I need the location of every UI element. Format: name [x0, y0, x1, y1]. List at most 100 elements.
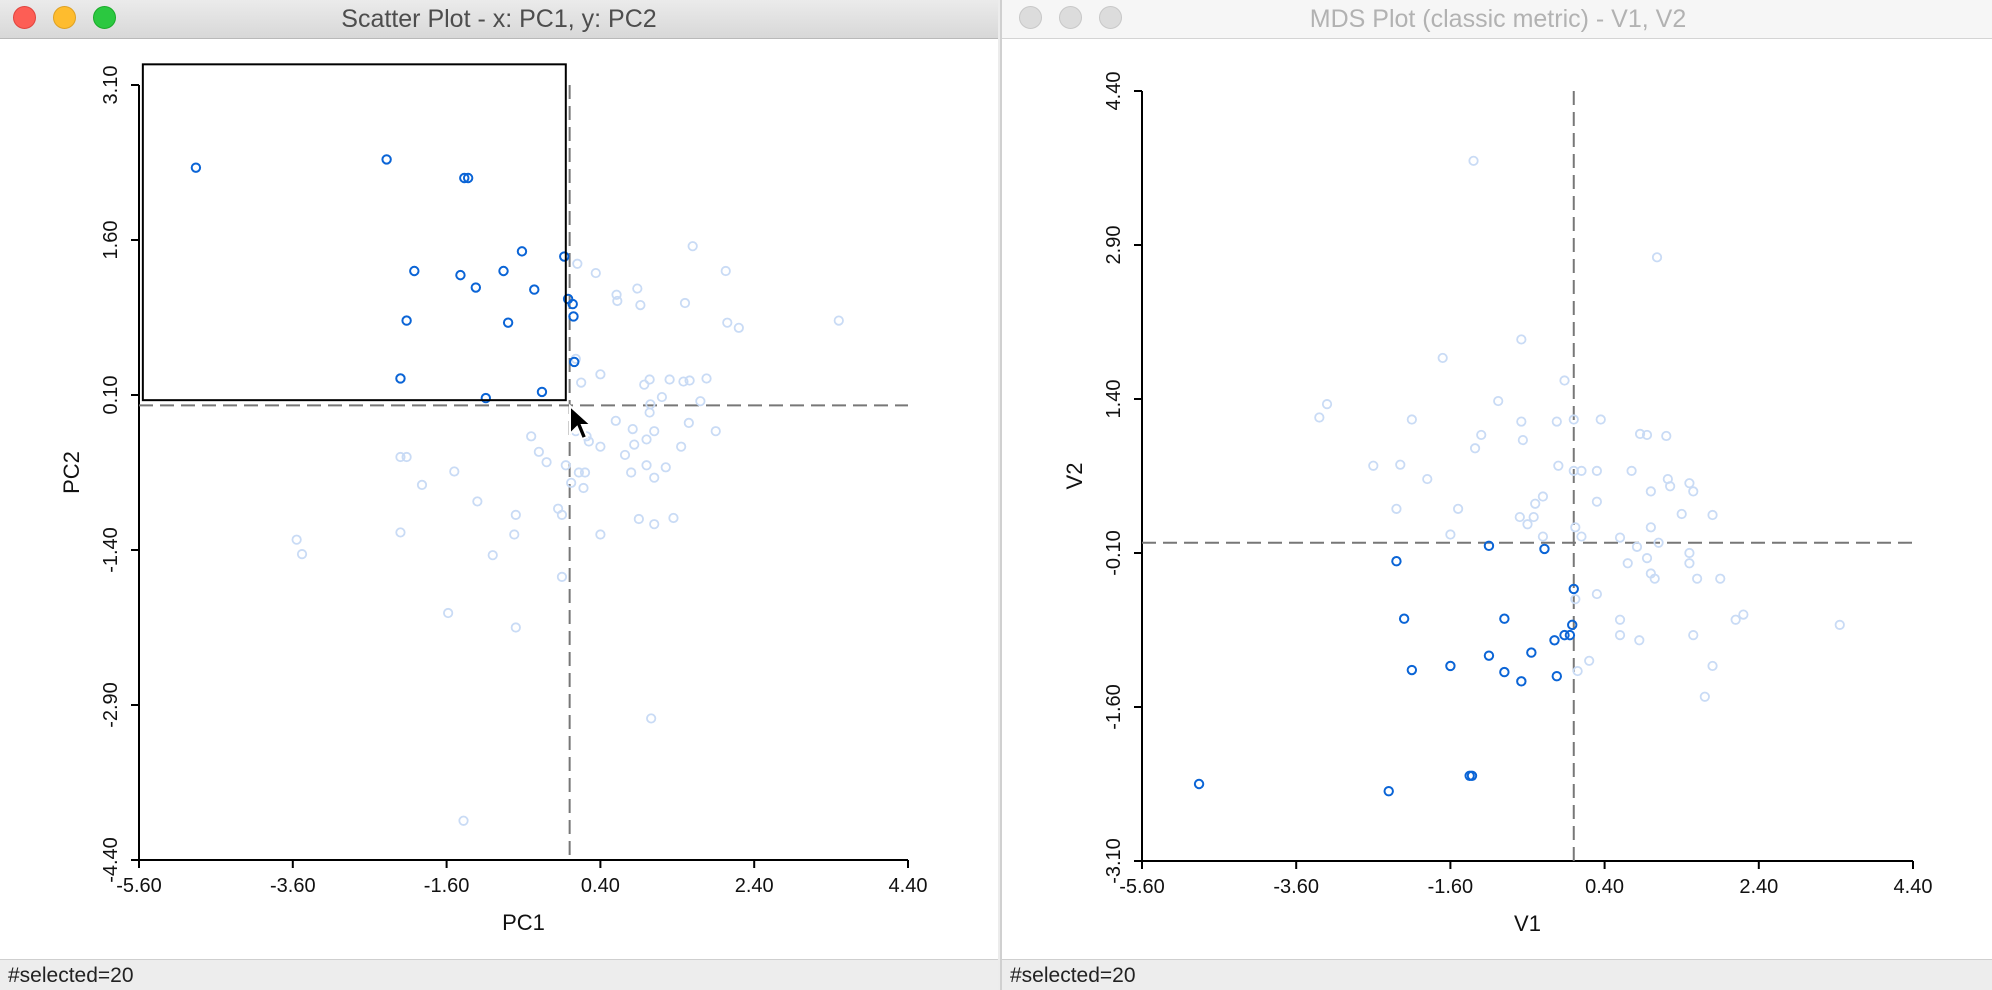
y-axis-label: PC2: [59, 451, 84, 494]
selected-point: [529, 284, 540, 295]
selected-point: [190, 162, 202, 173]
selected-point: [516, 246, 528, 257]
unselected-point: [1707, 509, 1718, 521]
unselected-point: [1622, 558, 1633, 569]
y-tick-label: 1.40: [1103, 380, 1125, 419]
unselected-point: [619, 449, 631, 461]
unselected-point: [572, 258, 583, 269]
selected-point: [1406, 664, 1418, 676]
y-tick-label: 3.10: [100, 66, 122, 105]
selected-point: [559, 251, 570, 262]
unselected-point: [579, 467, 591, 478]
x-axis-label: PC1: [502, 910, 545, 935]
mds-plot-titlebar[interactable]: MDS Plot (classic metric) - V1, V2: [1002, 0, 1992, 39]
x-axis-label: V1: [1514, 911, 1541, 936]
scatter-plot-titlebar[interactable]: Scatter Plot - x: PC1, y: PC2: [0, 0, 998, 39]
unselected-point: [1537, 531, 1549, 542]
scatter-plot-window: Scatter Plot - x: PC1, y: PC2 -5.60 -3.60…: [0, 0, 998, 990]
unselected-point: [684, 375, 695, 386]
selected-point: [1551, 671, 1562, 682]
unselected-point: [1321, 399, 1333, 410]
unselected-point: [449, 466, 460, 477]
unselected-point: [679, 297, 691, 309]
unselected-point: [644, 374, 655, 385]
unselected-point: [1517, 434, 1528, 446]
minimize-button[interactable]: [1059, 6, 1082, 29]
x-tick-label: 2.40: [1739, 876, 1778, 898]
selected-point: [1559, 629, 1570, 641]
unselected-point: [1692, 573, 1703, 584]
unselected-point: [1516, 416, 1527, 427]
selected-point: [1516, 676, 1527, 687]
x-tick-label: 4.40: [1894, 876, 1933, 898]
selected-point: [1499, 666, 1510, 678]
unselected-point: [1614, 614, 1626, 625]
unselected-point: [1631, 541, 1643, 552]
selected-point: [1193, 778, 1205, 790]
close-button[interactable]: [1019, 6, 1042, 29]
unselected-point: [401, 451, 412, 463]
unselected-point: [1553, 460, 1564, 471]
unselected-point: [833, 315, 844, 326]
unselected-point: [1676, 508, 1687, 520]
unselected-point: [610, 415, 621, 426]
selected-point: [1483, 650, 1495, 661]
unselected-point: [1684, 547, 1695, 559]
zoom-button[interactable]: [1099, 6, 1122, 29]
unselected-point: [458, 815, 469, 826]
unselected-point: [649, 519, 660, 530]
selected-point: [462, 172, 474, 184]
unselected-point: [1559, 375, 1570, 386]
selected-point: [502, 317, 514, 328]
selected-point: [455, 269, 466, 281]
unselected-point: [526, 431, 537, 442]
selected-point: [1567, 619, 1578, 631]
unselected-point: [1406, 414, 1417, 425]
selected-point: [1499, 613, 1510, 624]
mds-plot-canvas[interactable]: -5.60 -3.60 -1.60 0.40 2.40 4.40 -3.10 -1.60 -0.…: [1002, 40, 1992, 958]
selected-point: [1391, 556, 1402, 567]
unselected-point: [632, 283, 643, 294]
x-tick-label: -3.60: [1273, 876, 1319, 898]
selected-point: [401, 315, 412, 326]
x-tick-label: 0.40: [581, 875, 620, 897]
unselected-point: [1651, 252, 1663, 263]
close-button[interactable]: [13, 6, 36, 29]
unselected-point: [635, 299, 646, 311]
unselected-point: [1391, 503, 1402, 514]
unselected-point: [1634, 428, 1646, 440]
unselected-point: [1551, 416, 1562, 427]
unselected-point: [1576, 531, 1587, 542]
y-tick-label: -0.10: [1103, 530, 1125, 576]
unselected-point: [1530, 498, 1541, 509]
unselected-point: [1653, 537, 1664, 548]
unselected-point: [556, 571, 568, 582]
selected-point: [1549, 635, 1560, 646]
selected-point: [1483, 540, 1495, 552]
minimize-button[interactable]: [53, 6, 76, 29]
unselected-point: [1665, 481, 1676, 492]
zoom-button[interactable]: [93, 6, 116, 29]
unselected-point: [687, 241, 698, 252]
scatter-plot-canvas[interactable]: -5.60 -3.60 -1.60 0.40 2.40 4.40 -4.40 -2.90 -1.…: [0, 40, 998, 958]
unselected-point: [541, 457, 552, 468]
unselected-point: [629, 439, 640, 450]
selected-point: [1445, 660, 1456, 672]
unselected-point: [1572, 665, 1583, 677]
unselected-point: [1645, 522, 1656, 533]
unselected-point: [668, 512, 679, 524]
unselected-point: [701, 373, 712, 384]
unselected-point: [1493, 395, 1504, 407]
unselected-point: [1715, 573, 1726, 584]
unselected-point: [395, 451, 406, 463]
unselected-point: [1570, 522, 1581, 533]
unselected-point: [1738, 609, 1749, 620]
unselected-point: [1626, 465, 1637, 476]
unselected-point: [1537, 491, 1549, 502]
unselected-point: [416, 479, 428, 490]
selected-point: [1526, 647, 1537, 658]
unselected-point: [1469, 443, 1481, 454]
unselected-point: [1730, 614, 1741, 625]
unselected-point: [1584, 655, 1595, 666]
y-tick-label: -1.60: [1103, 684, 1125, 730]
